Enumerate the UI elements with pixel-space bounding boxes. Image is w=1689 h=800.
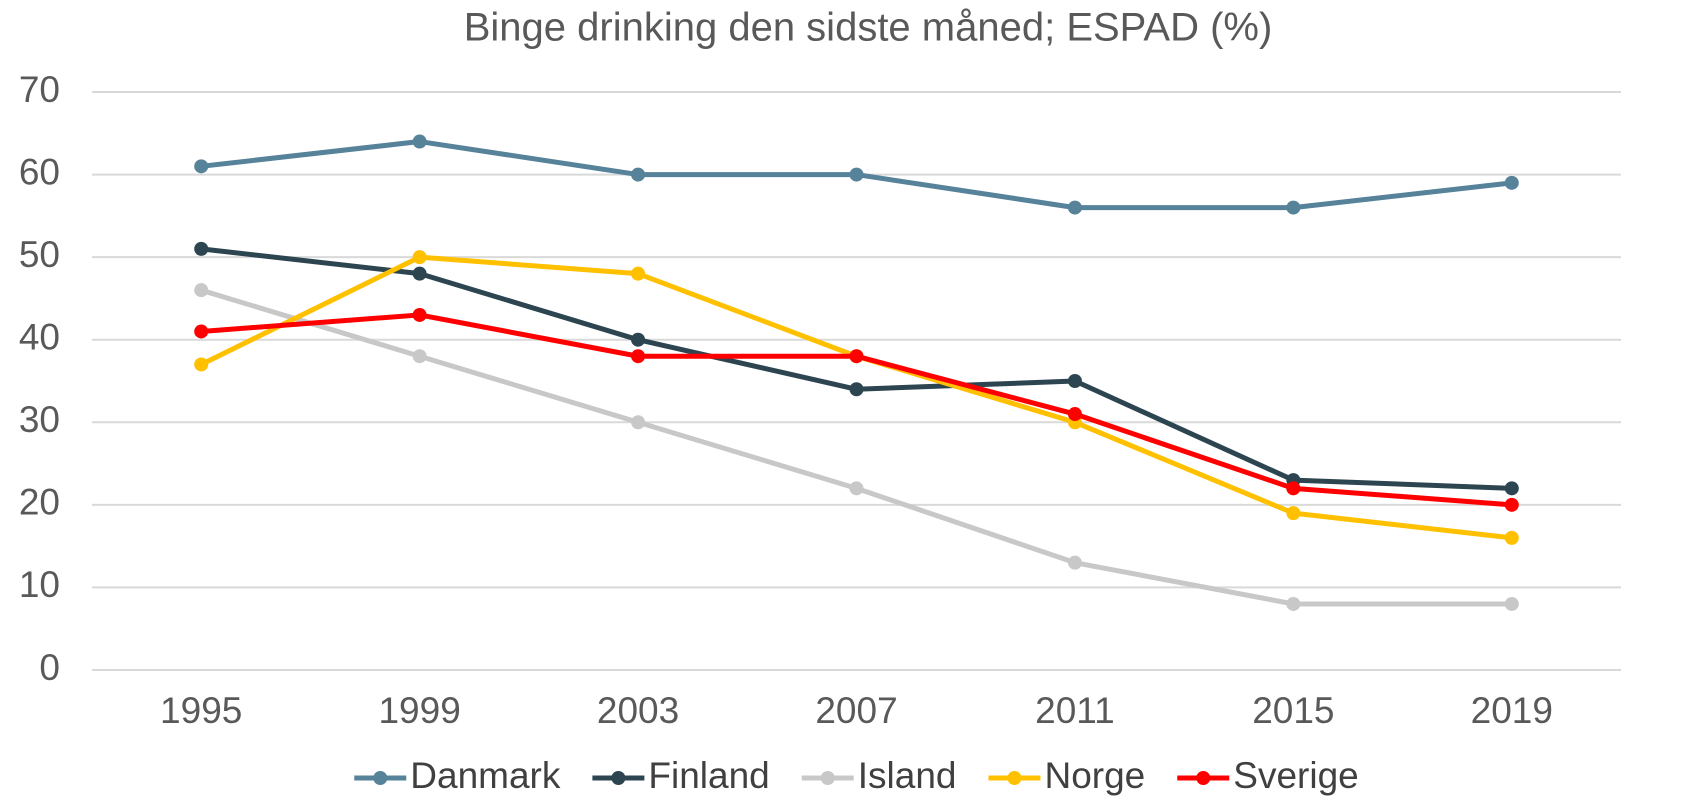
legend-label: Sverige: [1233, 755, 1358, 796]
y-tick-label: 30: [19, 399, 60, 440]
data-point: [1286, 200, 1301, 215]
data-point: [1067, 555, 1082, 570]
chart-title: Binge drinking den sidste måned; ESPAD (…: [464, 6, 1273, 50]
legend-marker: [820, 771, 835, 785]
legend-marker: [1196, 771, 1211, 785]
data-point: [412, 266, 427, 281]
data-point: [1504, 530, 1519, 545]
data-point: [631, 332, 646, 347]
y-tick-label: 40: [19, 316, 60, 357]
data-point: [1286, 481, 1301, 496]
data-point: [631, 266, 646, 281]
data-point: [849, 382, 864, 397]
x-tick-label: 2011: [1035, 690, 1115, 731]
data-point: [1504, 596, 1519, 611]
data-point: [1286, 596, 1301, 611]
legend: Danmark Finland Island Norge Sverige: [354, 755, 1359, 796]
y-tick-label: 10: [19, 564, 60, 605]
legend-marker: [1007, 771, 1022, 785]
x-tick-label: 2003: [597, 690, 679, 731]
data-point: [412, 307, 427, 322]
data-point: [631, 415, 646, 430]
data-point: [412, 349, 427, 364]
data-point: [194, 159, 209, 174]
legend-label: Danmark: [410, 755, 561, 796]
y-tick-label: 70: [19, 69, 60, 110]
data-point: [412, 134, 427, 149]
series-line: [200, 287, 1512, 607]
data-point: [849, 481, 864, 496]
data-point: [1504, 481, 1519, 496]
data-point: [1067, 407, 1082, 422]
x-tick-label: 1999: [378, 690, 460, 731]
y-tick-label: 60: [19, 151, 60, 192]
data-point: [849, 167, 864, 182]
series-line: [200, 254, 1513, 541]
data-point: [1067, 200, 1082, 215]
y-tick-label: 20: [19, 482, 60, 523]
legend-marker: [611, 771, 626, 785]
data-point: [849, 349, 864, 364]
legend-label: Island: [858, 755, 957, 796]
x-tick-label: 2007: [815, 690, 897, 731]
legend-label: Norge: [1044, 755, 1145, 796]
y-tick-label: 0: [39, 647, 60, 688]
data-point: [631, 167, 646, 182]
x-tick-label: 2019: [1471, 690, 1553, 731]
data-point: [1504, 497, 1519, 512]
data-point: [1286, 506, 1301, 521]
data-point: [194, 357, 209, 372]
y-tick-label: 50: [19, 234, 60, 275]
data-point: [1504, 175, 1519, 190]
series-line: [201, 312, 1512, 508]
legend-marker: [373, 771, 388, 785]
x-tick-label: 2015: [1252, 690, 1334, 731]
series-line: [200, 246, 1512, 491]
x-tick-label: 1995: [160, 690, 242, 731]
data-point: [1067, 374, 1082, 388]
legend-label: Finland: [648, 755, 769, 796]
data-point: [194, 241, 209, 256]
data-point: [194, 324, 209, 339]
data-point: [412, 250, 427, 265]
data-point: [631, 349, 646, 364]
data-point: [194, 283, 209, 298]
